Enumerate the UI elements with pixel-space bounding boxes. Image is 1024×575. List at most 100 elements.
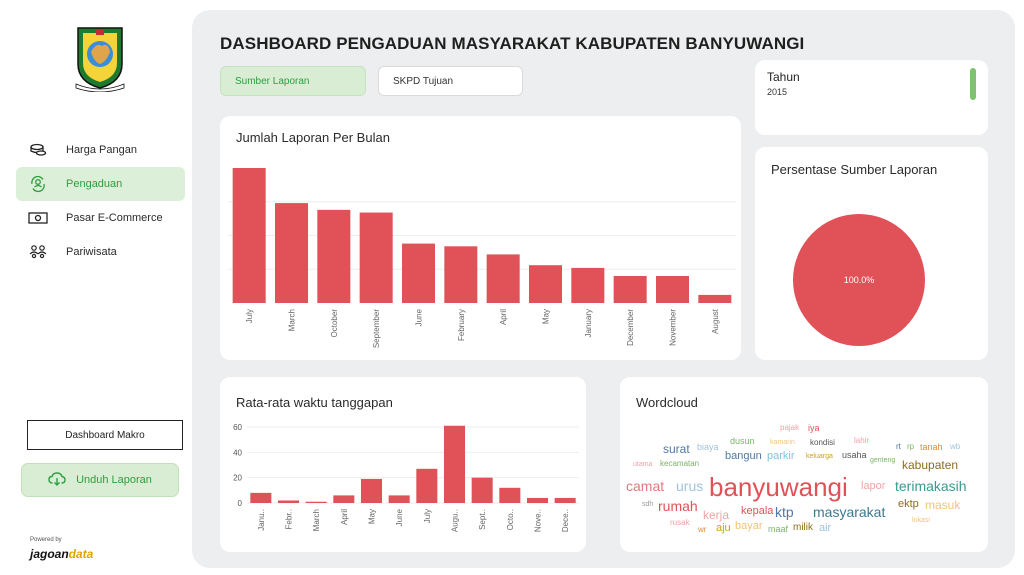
- bar-february[interactable]: [444, 246, 478, 303]
- bar-5[interactable]: [360, 478, 383, 503]
- pie-slice[interactable]: [793, 214, 925, 346]
- x-tick-label: Sept..: [478, 509, 487, 530]
- x-tick-label: Janu..: [257, 509, 266, 531]
- x-tick-label: Nove..: [534, 509, 543, 532]
- wordcloud-word: masuk: [925, 498, 961, 512]
- pie-slice-label: 100.0%: [844, 275, 875, 285]
- wordcloud-word: parkir: [767, 450, 795, 462]
- page-title: DASHBOARD PENGADUAN MASYARAKAT KABUPATEN…: [220, 34, 805, 53]
- wordcloud-word: terimakasih: [895, 478, 967, 494]
- sidebar-item-label: Pengaduan: [66, 178, 123, 190]
- money-icon: [28, 210, 48, 226]
- sidebar-item-harga-pangan[interactable]: Harga Pangan: [16, 133, 185, 167]
- group-icon: [28, 244, 48, 260]
- wordcloud-word: tanah: [920, 442, 943, 452]
- bulan-bar-chart: July March October September June February Apr…: [228, 168, 736, 348]
- wordcloud-word: wr: [698, 525, 707, 534]
- sidebar-item-pengaduan[interactable]: Pengaduan: [16, 167, 185, 201]
- person-cycle-icon: [28, 175, 48, 193]
- wordcloud-word: rumah: [658, 498, 698, 514]
- x-tick-label: May: [542, 309, 551, 324]
- wordcloud-word: sdh: [642, 501, 654, 508]
- wordcloud-word: ektp: [898, 498, 919, 510]
- bar-march[interactable]: [274, 203, 309, 303]
- y-tick-label: 60: [233, 423, 242, 432]
- bar-7[interactable]: [416, 468, 438, 503]
- banyuwangi-seal-logo: [72, 24, 128, 93]
- bar-may[interactable]: [528, 265, 563, 303]
- x-tick-label: Augu..: [451, 509, 460, 532]
- bar-8[interactable]: [443, 425, 466, 503]
- x-tick-label: February: [457, 309, 466, 341]
- chart-title: Persentase Sumber Laporan: [771, 162, 938, 177]
- bar-july[interactable]: [232, 168, 266, 303]
- bar-november[interactable]: [655, 276, 690, 303]
- wordcloud-card: Wordcloud pajak iya surat biaya dusun kamarin…: [620, 377, 988, 552]
- bar-december[interactable]: [613, 276, 647, 303]
- bar-9[interactable]: [471, 477, 493, 503]
- wordcloud-word: bangun: [725, 450, 762, 462]
- y-tick-label: 20: [233, 474, 242, 483]
- x-tick-label: April: [340, 509, 349, 525]
- wordcloud-word: kabupaten: [902, 458, 959, 472]
- unduh-laporan-label: Unduh Laporan: [76, 474, 152, 486]
- dashboard-makro-button[interactable]: Dashboard Makro: [27, 420, 183, 450]
- tab-sumber-laporan[interactable]: Sumber Laporan: [220, 66, 366, 96]
- bar-august[interactable]: [698, 294, 732, 303]
- wordcloud-word: genteng: [870, 457, 896, 464]
- tahun-value: 2015: [767, 87, 788, 97]
- wordcloud-word: usaha: [842, 450, 867, 460]
- bar-june[interactable]: [401, 243, 436, 303]
- x-tick-label: March: [288, 309, 297, 331]
- bar-4[interactable]: [333, 495, 355, 503]
- bar-january[interactable]: [571, 267, 605, 303]
- wordcloud-word: aju: [716, 522, 731, 534]
- wordcloud-word: kamarin: [770, 439, 795, 446]
- wordcloud-word: lokasi: [912, 517, 930, 524]
- sumber-pie-chart: 100.0%: [793, 214, 925, 346]
- x-tick-label: July: [423, 509, 432, 523]
- wordcloud-word: kecamatan: [660, 459, 700, 468]
- bar-2[interactable]: [277, 500, 300, 503]
- wordcloud-word: utama: [633, 461, 653, 468]
- wordcloud-word: camat: [626, 478, 665, 494]
- bar-september[interactable]: [359, 212, 393, 303]
- tab-skpd-tujuan[interactable]: SKPD Tujuan: [378, 66, 523, 96]
- tahun-filter[interactable]: Tahun 2015: [755, 60, 988, 135]
- sidebar-item-pariwisata[interactable]: Pariwisata: [16, 235, 185, 269]
- wordcloud-word: wb: [950, 442, 961, 451]
- bar-april[interactable]: [486, 254, 520, 303]
- bar-6[interactable]: [388, 495, 410, 503]
- wordcloud-word: keluarga: [806, 453, 833, 460]
- wordcloud-word: pajak: [780, 423, 800, 432]
- wordcloud-word: iya: [808, 423, 820, 433]
- x-tick-label: April: [499, 309, 508, 325]
- x-tick-label: August: [711, 308, 720, 334]
- wordcloud-word: air: [819, 522, 832, 534]
- bar-10[interactable]: [499, 487, 521, 503]
- wordcloud-word: masyarakat: [813, 504, 886, 520]
- wordcloud-word: lapor: [861, 480, 886, 492]
- x-tick-label: May: [368, 509, 377, 524]
- bar-1[interactable]: [250, 492, 272, 503]
- powered-by-label: Powered by: [30, 537, 62, 543]
- x-tick-label: September: [372, 309, 381, 348]
- x-tick-label: March: [312, 509, 321, 531]
- x-tick-label: October: [330, 309, 339, 338]
- sidebar-item-pasar-ecommerce[interactable]: Pasar E-Commerce: [16, 201, 185, 235]
- chart-laporan-per-bulan: Jumlah Laporan Per Bulan July March Octobe…: [220, 116, 741, 360]
- sidebar-item-label: Harga Pangan: [66, 144, 137, 156]
- bar-12[interactable]: [554, 497, 576, 503]
- wordcloud-word: rt: [896, 442, 901, 451]
- tahun-slider-handle[interactable]: [970, 68, 976, 100]
- bar-3[interactable]: [305, 501, 327, 503]
- wordcloud-word: ktp: [775, 504, 794, 520]
- y-tick-label: 0: [238, 499, 243, 508]
- bar-11[interactable]: [526, 497, 549, 503]
- bar-october[interactable]: [317, 209, 351, 303]
- sidebar-item-label: Pariwisata: [66, 246, 117, 258]
- x-tick-label: July: [245, 309, 254, 323]
- wordcloud: pajak iya surat biaya dusun kamarin kondisi lah…: [620, 377, 988, 552]
- unduh-laporan-button[interactable]: Unduh Laporan: [21, 463, 179, 497]
- x-tick-label: Dece..: [561, 509, 570, 532]
